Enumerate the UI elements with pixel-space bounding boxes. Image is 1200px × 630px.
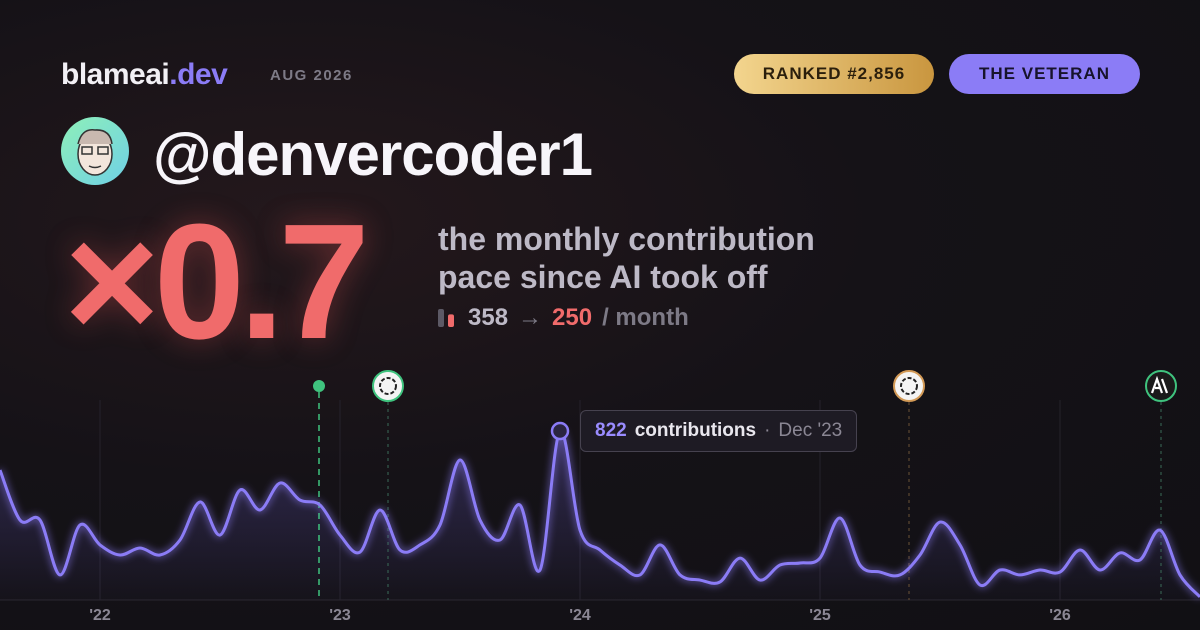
after-value: 250 <box>552 304 593 331</box>
rank-badge: RANKED #2,856 <box>734 54 934 94</box>
event-dot <box>313 380 325 392</box>
multiplier: ×0.7 <box>64 190 370 373</box>
bar-after <box>448 314 454 327</box>
tooltip-series: contributions <box>634 420 757 441</box>
x-tick-label: '26 <box>1049 607 1071 624</box>
mini-bars <box>438 309 454 327</box>
title-badge: THE VETERAN <box>949 54 1140 94</box>
tooltip-date: Dec '23 <box>778 420 843 441</box>
handle: @denvercoder1 <box>153 121 593 188</box>
x-tick-label: '25 <box>809 607 831 624</box>
event-icon-glyph <box>379 377 397 395</box>
event-icon-glyph <box>1150 375 1169 394</box>
caption-line: pace since AI took off <box>438 259 768 295</box>
x-tick-label: '23 <box>329 607 351 624</box>
tooltip: 822 contributions · Dec '23 <box>580 410 858 452</box>
brand-name: blameai <box>61 58 170 91</box>
brand-tld: .dev <box>169 58 228 91</box>
unit: / month <box>602 304 689 331</box>
area <box>0 430 1200 600</box>
caption-line: the monthly contribution <box>438 221 815 257</box>
date: AUG 2026 <box>270 67 353 84</box>
rate: 358 → 250 / month <box>438 304 689 332</box>
brand: blameai.dev <box>61 58 228 92</box>
x-tick-label: '22 <box>89 607 111 624</box>
event-markers <box>313 370 1177 600</box>
tooltip-value: 822 <box>595 420 627 441</box>
event-icon <box>1145 370 1177 402</box>
x-tick-label: '24 <box>569 607 591 624</box>
event-icon <box>893 370 925 402</box>
caption: the monthly contribution pace since AI t… <box>438 220 815 296</box>
event-icon-glyph <box>900 377 918 395</box>
separator: · <box>764 420 771 441</box>
arrow: → <box>518 304 543 331</box>
avatar <box>61 117 129 185</box>
bar-before <box>438 309 444 327</box>
highlight-point <box>550 421 570 441</box>
line-series <box>0 429 1200 598</box>
event-icon <box>372 370 404 402</box>
before-value: 358 <box>468 304 509 331</box>
